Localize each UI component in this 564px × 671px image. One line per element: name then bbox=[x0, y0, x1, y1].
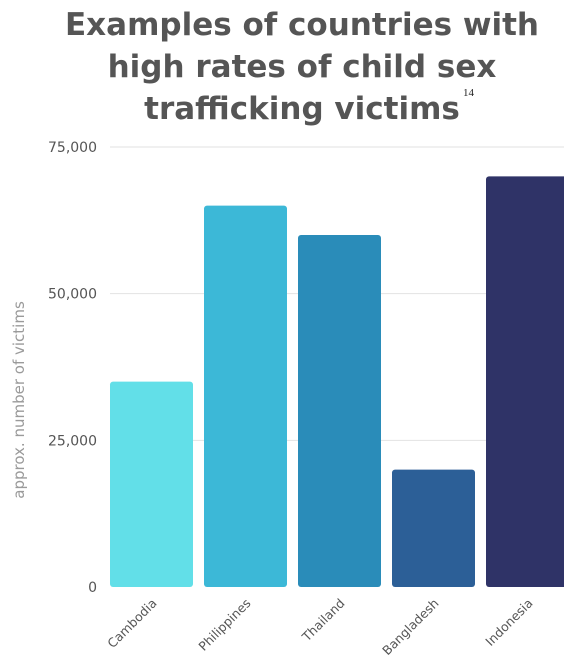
bar-bangladesh bbox=[392, 469, 475, 587]
title-footnote-reference: 14 bbox=[463, 87, 474, 99]
bars bbox=[110, 176, 564, 587]
chart-title-line-1: Examples of countries with bbox=[64, 7, 540, 43]
bar-philippines bbox=[204, 205, 287, 587]
category-label: Thailand bbox=[298, 596, 347, 645]
y-tick-label: 25,000 bbox=[48, 433, 97, 449]
x-axis-categories: Cambodia Philippines Thailand Bangladesh Ind… bbox=[104, 596, 535, 658]
y-axis-label: approx. number of victims bbox=[10, 301, 28, 499]
category-label: Bangladesh bbox=[379, 596, 441, 658]
category-label: Philippines bbox=[195, 596, 253, 654]
category-label: Indonesia bbox=[482, 596, 535, 649]
bar-thailand bbox=[298, 235, 381, 587]
category-label: Cambodia bbox=[104, 596, 159, 651]
y-tick-label: 50,000 bbox=[48, 287, 97, 303]
y-tick-label: 0 bbox=[88, 580, 97, 596]
chart-title: Examples of countries with high rates of… bbox=[0, 4, 564, 130]
bar-cambodia bbox=[110, 381, 193, 587]
y-axis-ticks: 0 25,000 50,000 75,000 bbox=[48, 140, 97, 596]
chart-title-line-2: high rates of child sex bbox=[107, 49, 497, 85]
y-tick-label: 75,000 bbox=[48, 140, 97, 156]
bar-indonesia bbox=[486, 176, 564, 587]
chart-title-line-3: trafficking victims bbox=[144, 91, 460, 127]
